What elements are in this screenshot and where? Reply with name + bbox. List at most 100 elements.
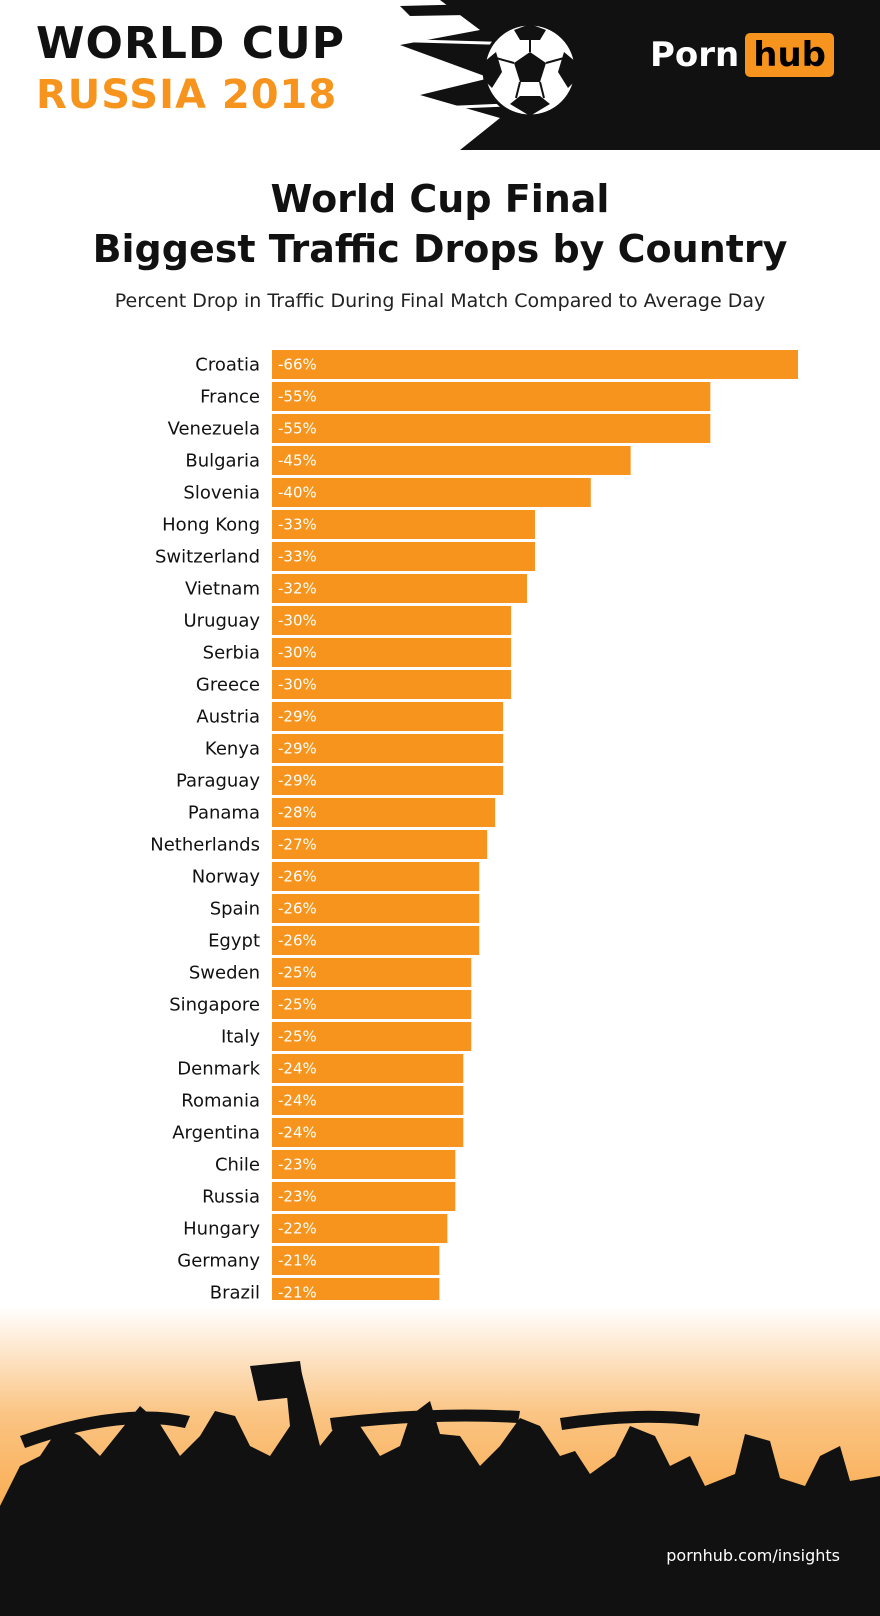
bar: [272, 478, 591, 507]
bar-value-label: -24%: [278, 1060, 317, 1078]
bar: [272, 446, 631, 475]
chart-subtitle: Percent Drop in Traffic During Final Mat…: [114, 290, 766, 312]
brand-logo-text: Porn: [650, 35, 740, 75]
bar-value-label: -24%: [278, 1124, 317, 1142]
category-label: Italy: [221, 1027, 260, 1048]
category-label: Greece: [196, 675, 260, 696]
bar: [272, 990, 472, 1019]
bar: [272, 1054, 464, 1083]
category-label: Bulgaria: [185, 451, 260, 472]
bar: [272, 606, 512, 635]
bar: [272, 414, 711, 443]
bar: [272, 862, 480, 891]
chart-title: World Cup Final Biggest Traffic Drops by…: [92, 177, 788, 271]
category-label: Slovenia: [183, 483, 260, 504]
category-label: Uruguay: [184, 611, 261, 632]
category-label: Netherlands: [150, 835, 260, 856]
bar: [272, 1246, 440, 1275]
soccer-ball-icon: [482, 22, 578, 118]
bar-value-label: -26%: [278, 868, 317, 886]
bar: [272, 894, 480, 923]
bar-value-label: -25%: [278, 996, 317, 1014]
category-label: Argentina: [172, 1123, 260, 1144]
bar: [272, 766, 504, 795]
brand-logo-badge: hub: [745, 33, 834, 77]
bar: [272, 670, 512, 699]
category-label: Paraguay: [176, 771, 260, 792]
bar-value-label: -30%: [278, 612, 317, 630]
bar: [272, 734, 504, 763]
bar: [272, 350, 798, 379]
category-label: Germany: [177, 1251, 260, 1272]
header-title-line1: WORLD CUP: [36, 18, 345, 69]
category-label: Norway: [192, 867, 261, 888]
bar-value-label: -25%: [278, 1028, 317, 1046]
category-label: Switzerland: [155, 547, 260, 568]
category-label: Russia: [202, 1187, 260, 1208]
category-label: Panama: [188, 803, 260, 824]
bar: [272, 542, 535, 571]
category-label: Kenya: [205, 739, 260, 760]
category-label: Venezuela: [168, 419, 260, 440]
category-label: Brazil: [210, 1283, 260, 1301]
bar-value-label: -55%: [278, 420, 317, 438]
bar: [272, 1214, 448, 1243]
bar-value-label: -29%: [278, 772, 317, 790]
header-title-line2: RUSSIA 2018: [36, 72, 338, 118]
bar-value-label: -27%: [278, 836, 317, 854]
category-label: Sweden: [189, 963, 260, 984]
bar-value-label: -22%: [278, 1220, 317, 1238]
category-label: Vietnam: [185, 579, 260, 600]
bar-value-label: -40%: [278, 484, 317, 502]
category-label: Spain: [210, 899, 260, 920]
bar-value-label: -30%: [278, 676, 317, 694]
category-label: France: [200, 387, 260, 408]
bar-value-label: -26%: [278, 900, 317, 918]
bar-value-label: -21%: [278, 1284, 317, 1301]
category-label: Singapore: [169, 995, 260, 1016]
bar: [272, 1022, 472, 1051]
category-label: Serbia: [203, 643, 260, 664]
bar: [272, 1150, 456, 1179]
bar-value-label: -24%: [278, 1092, 317, 1110]
bar: [272, 574, 528, 603]
bar-value-label: -55%: [278, 388, 317, 406]
bar-value-label: -25%: [278, 964, 317, 982]
category-label: Croatia: [195, 355, 260, 376]
bar-chart: Croatia -66% France -55% Venezuela -55% Bulgar…: [150, 350, 798, 1301]
brand-logo: Porn hub: [650, 26, 834, 84]
bar: [272, 958, 472, 987]
category-label: Austria: [196, 707, 260, 728]
category-label: Hungary: [183, 1219, 260, 1240]
bar-value-label: -33%: [278, 548, 317, 566]
bar-value-label: -28%: [278, 804, 317, 822]
bar: [272, 1086, 464, 1115]
bar: [272, 830, 488, 859]
bar: [272, 702, 504, 731]
bar: [272, 1182, 456, 1211]
bar: [272, 382, 711, 411]
bar-value-label: -29%: [278, 740, 317, 758]
insights-link[interactable]: pornhub.com/insights: [666, 1546, 840, 1565]
bar-value-label: -33%: [278, 516, 317, 534]
bar-value-label: -45%: [278, 452, 317, 470]
bar: [272, 926, 480, 955]
category-label: Romania: [181, 1091, 260, 1112]
category-label: Chile: [215, 1155, 260, 1176]
bar-value-label: -66%: [278, 356, 317, 374]
bar-value-label: -23%: [278, 1156, 317, 1174]
bar: [272, 798, 496, 827]
category-label: Egypt: [208, 931, 260, 952]
bar: [272, 1118, 464, 1147]
bar-value-label: -32%: [278, 580, 317, 598]
bar: [272, 638, 512, 667]
category-label: Hong Kong: [162, 515, 260, 536]
bar-value-label: -23%: [278, 1188, 317, 1206]
bar: [272, 510, 535, 539]
bar-value-label: -30%: [278, 644, 317, 662]
bar-value-label: -26%: [278, 932, 317, 950]
crowd-silhouette-graphic: [0, 1306, 880, 1616]
bar: [272, 1278, 440, 1300]
category-label: Denmark: [177, 1059, 260, 1080]
